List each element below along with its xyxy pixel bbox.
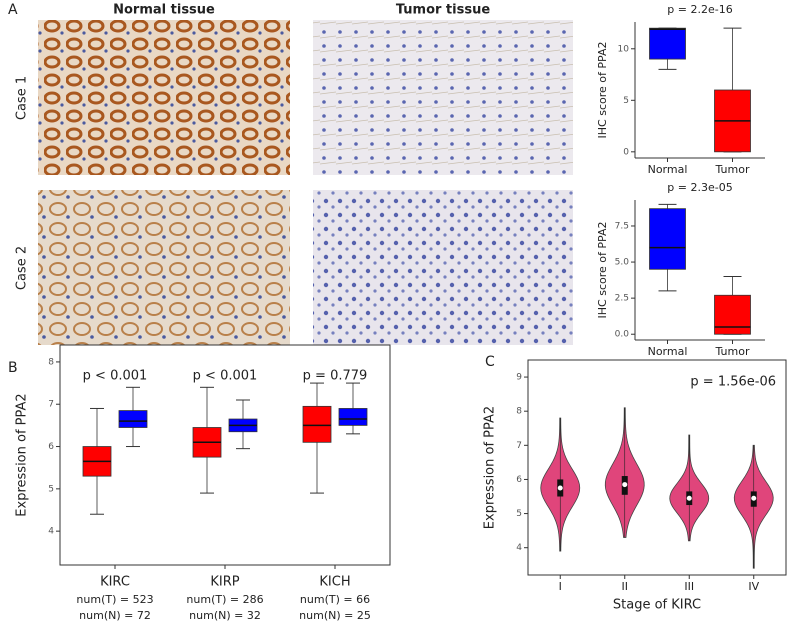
- y-tick-label: 0: [623, 147, 629, 157]
- x-tick-label: I: [559, 580, 562, 593]
- y-tick-label: 4: [48, 527, 54, 537]
- x-tick-label: KIRP: [210, 575, 239, 590]
- x-tick-label: III: [684, 580, 694, 593]
- sample-count: num(T) = 286: [186, 593, 263, 606]
- x-tick-label: Normal: [648, 163, 688, 176]
- box: [338, 408, 368, 426]
- annotation: p = 1.56e-06: [690, 375, 776, 390]
- box: [118, 410, 148, 428]
- y-tick-label: 7: [48, 400, 54, 410]
- histology-image: [313, 20, 573, 175]
- y-tick-label: 2.5: [615, 294, 629, 304]
- sample-count: num(N) = 32: [189, 609, 261, 622]
- column-title: Normal tissue: [113, 3, 215, 18]
- violin-median: [686, 495, 692, 501]
- y-tick-label: 7.5: [615, 221, 629, 231]
- sample-count: num(N) = 25: [299, 609, 371, 622]
- annotation: p < 0.001: [193, 369, 258, 384]
- y-tick-label: 0.0: [615, 330, 630, 340]
- histology-image: [38, 190, 290, 345]
- x-tick-label: II: [622, 580, 629, 593]
- row-label: Case 2: [15, 246, 30, 290]
- y-tick-label: 4: [516, 543, 522, 553]
- histology-image: [313, 190, 573, 345]
- y-tick-label: 6: [516, 475, 522, 485]
- x-tick-label: KICH: [319, 575, 350, 590]
- y-tick-label: 5: [623, 96, 629, 106]
- box: [649, 27, 686, 60]
- y-tick-label: 10: [618, 44, 630, 54]
- y-tick-label: 5: [48, 484, 54, 494]
- violin-median: [557, 485, 563, 491]
- y-tick-label: 5.0: [615, 258, 630, 268]
- y-tick-label: 7: [516, 441, 522, 451]
- y-tick-label: 8: [48, 357, 54, 367]
- panel-label: C: [485, 354, 495, 370]
- y-axis-label: IHC score of PPA2: [596, 222, 609, 319]
- sample-count: num(T) = 66: [300, 593, 370, 606]
- panel-label: B: [8, 360, 18, 376]
- y-axis-label: IHC score of PPA2: [596, 42, 609, 139]
- row-label: Case 1: [15, 76, 30, 120]
- y-tick-label: 9: [516, 373, 522, 383]
- panel-label: A: [8, 2, 18, 18]
- y-tick-label: 6: [48, 442, 54, 452]
- sample-count: num(N) = 72: [79, 609, 151, 622]
- plot-frame: [527, 359, 787, 576]
- x-tick-label: Tumor: [715, 163, 750, 176]
- annotation: p = 0.779: [303, 369, 368, 384]
- y-axis-label: Expression of PPA2: [483, 406, 498, 529]
- y-tick-label: 5: [516, 509, 522, 519]
- x-tick-label: Tumor: [715, 345, 750, 358]
- annotation: p < 0.001: [83, 369, 148, 384]
- x-tick-label: KIRC: [100, 575, 130, 590]
- violin-median: [751, 495, 757, 501]
- box: [302, 405, 332, 443]
- y-tick-label: 8: [516, 407, 522, 417]
- box: [714, 294, 751, 335]
- box: [649, 208, 686, 270]
- x-axis-label: Stage of KIRC: [613, 598, 701, 613]
- x-tick-label: Normal: [648, 345, 688, 358]
- column-title: Tumor tissue: [396, 3, 491, 18]
- histology-image: [38, 20, 290, 175]
- chart-title: p = 2.3e-05: [667, 181, 732, 194]
- y-axis-label: Expression of PPA2: [15, 393, 30, 516]
- sample-count: num(T) = 523: [76, 593, 153, 606]
- chart-title: p = 2.2e-16: [667, 3, 732, 16]
- violin-median: [622, 482, 628, 488]
- x-tick-label: IV: [748, 580, 759, 593]
